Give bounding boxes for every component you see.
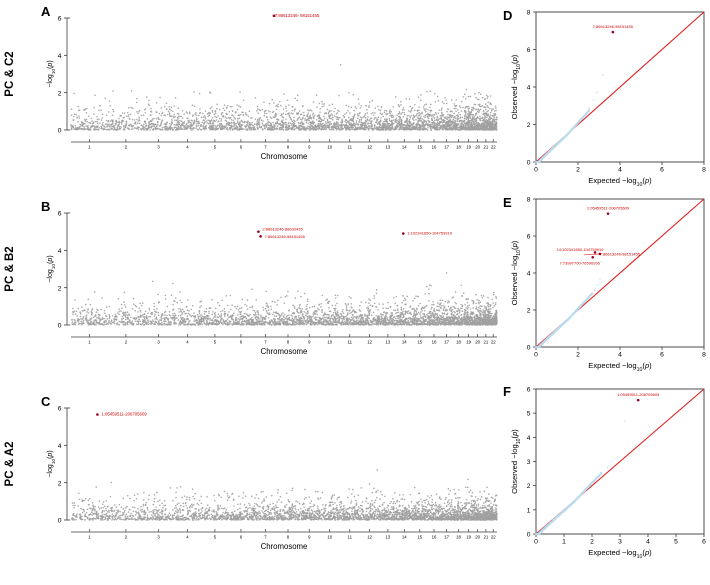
svg-text:12: 12	[367, 145, 372, 150]
svg-text:A: A	[41, 4, 51, 19]
svg-text:16: 16	[432, 145, 437, 150]
svg-text:0: 0	[58, 128, 62, 135]
svg-text:2: 2	[58, 285, 62, 292]
svg-text:21: 21	[483, 145, 488, 150]
svg-text:2: 2	[58, 90, 62, 97]
svg-text:0: 0	[58, 323, 62, 330]
svg-text:Chromosome: Chromosome	[261, 152, 308, 161]
svg-text:11: 11	[348, 145, 353, 150]
svg-text:13: 13	[386, 145, 391, 150]
svg-text:7:86613246- 98151455: 7:86613246- 98151455	[275, 13, 320, 18]
svg-text:22: 22	[491, 145, 496, 150]
svg-text:10: 10	[327, 145, 332, 150]
svg-text:20: 20	[475, 145, 480, 150]
svg-text:6: 6	[58, 211, 62, 218]
svg-text:B: B	[41, 199, 50, 214]
svg-text:PC & C2: PC & C2	[4, 51, 16, 96]
svg-text:4: 4	[58, 53, 62, 60]
svg-text:4: 4	[58, 248, 62, 255]
svg-text:PC & B2: PC & B2	[4, 246, 16, 291]
svg-text:6: 6	[58, 16, 62, 23]
svg-text:15: 15	[417, 145, 422, 150]
svg-text:18: 18	[456, 145, 461, 150]
svg-text:14: 14	[402, 145, 407, 150]
svg-text:17: 17	[444, 145, 449, 150]
svg-text:19: 19	[466, 145, 471, 150]
